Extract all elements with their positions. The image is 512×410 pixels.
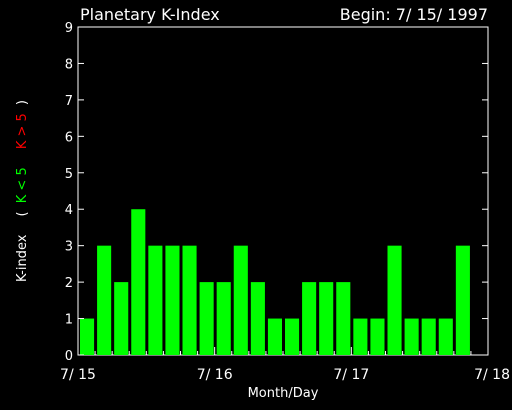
- bar-17: [370, 318, 385, 355]
- bar-12: [285, 318, 300, 355]
- bar-5: [165, 245, 180, 355]
- y-tick-label-3: 3: [65, 240, 73, 255]
- bars-group: [80, 209, 470, 355]
- y-tick-label-7: 7: [65, 94, 73, 109]
- bar-14: [319, 282, 334, 355]
- x-axis: 7/ 15 7/ 16 7/ 17 7/ 18: [60, 347, 510, 383]
- x-tick-label-0: 7/ 15: [60, 367, 96, 383]
- bar-19: [404, 318, 419, 355]
- bar-22: [455, 245, 470, 355]
- bar-10: [250, 282, 265, 355]
- bar-0: [80, 318, 95, 355]
- bar-9: [233, 245, 248, 355]
- begin-date: Begin: 7/ 15/ 1997: [340, 5, 488, 24]
- bar-13: [302, 282, 317, 355]
- y-tick-label-4: 4: [65, 203, 73, 218]
- chart-title: Planetary K-Index: [80, 5, 220, 24]
- bar-16: [353, 318, 368, 355]
- x-tick-label-3: 7/ 18: [474, 367, 510, 383]
- bar-18: [387, 245, 402, 355]
- y-tick-label-1: 1: [65, 313, 73, 328]
- bar-1: [97, 245, 112, 355]
- bar-7: [199, 282, 214, 355]
- y-tick-label-6: 6: [65, 130, 73, 145]
- legend-low: K < 5: [15, 167, 30, 203]
- y-axis-label-group: K-index ( K < 5 K > 5 ): [15, 100, 30, 282]
- x-tick-label-1: 7/ 16: [197, 367, 233, 383]
- bar-8: [216, 282, 231, 355]
- x-tick-label-2: 7/ 17: [333, 367, 369, 383]
- bar-2: [114, 282, 129, 355]
- y-tick-label-0: 0: [65, 349, 73, 364]
- bar-11: [267, 318, 282, 355]
- bar-15: [336, 282, 351, 355]
- y-tick-label-5: 5: [65, 167, 73, 182]
- legend-high: K > 5: [15, 113, 30, 149]
- svg-text:K-index ( K < 5: K-index ( K < 5 K > 5 ): [15, 100, 30, 282]
- y-axis: 0 1 2 3 4 5 6 7 8 9: [65, 21, 488, 364]
- bar-4: [148, 245, 163, 355]
- y-axis-label: K-index: [15, 234, 30, 282]
- bar-21: [438, 318, 453, 355]
- bar-20: [421, 318, 436, 355]
- legend-bracket-close: ): [15, 100, 30, 105]
- bar-3: [131, 209, 146, 355]
- x-axis-label: Month/Day: [248, 386, 319, 401]
- y-tick-label-2: 2: [65, 276, 73, 291]
- bar-6: [182, 245, 197, 355]
- y-tick-label-8: 8: [65, 57, 73, 72]
- y-tick-label-9: 9: [65, 21, 73, 36]
- legend-bracket-open: (: [15, 211, 30, 216]
